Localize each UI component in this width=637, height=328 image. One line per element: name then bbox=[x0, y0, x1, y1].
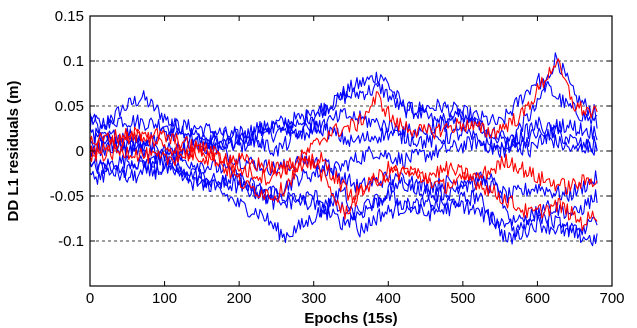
x-tick-label: 200 bbox=[227, 290, 252, 307]
x-tick-label: 700 bbox=[599, 290, 624, 307]
y-tick-label: -0.1 bbox=[58, 233, 84, 250]
x-axis-title: Epochs (15s) bbox=[304, 310, 397, 327]
x-tick-label: 600 bbox=[525, 290, 550, 307]
y-axis: 0.15 0.1 0.05 0 -0.05 -0.1 bbox=[50, 8, 612, 250]
y-tick-label: 0.15 bbox=[55, 8, 84, 25]
x-tick-label: 100 bbox=[152, 290, 177, 307]
x-tick-label: 0 bbox=[86, 290, 94, 307]
x-tick-label: 400 bbox=[376, 290, 401, 307]
series-line-blue bbox=[89, 108, 598, 166]
series-line-red bbox=[89, 143, 598, 220]
series-line-blue bbox=[89, 72, 598, 145]
series-line-red bbox=[89, 126, 598, 232]
x-tick-label: 500 bbox=[450, 290, 475, 307]
series-line-red bbox=[89, 58, 598, 186]
y-tick-label: 0 bbox=[76, 143, 84, 160]
y-tick-label: 0.05 bbox=[55, 98, 84, 115]
y-axis-title: DD L1 residuals (m) bbox=[5, 81, 22, 222]
y-tick-label: -0.05 bbox=[50, 188, 84, 205]
x-axis: 0 100 200 300 400 500 600 700 bbox=[86, 16, 625, 307]
series-line-blue bbox=[89, 116, 598, 159]
y-tick-label: 0.1 bbox=[63, 53, 84, 70]
series-layer bbox=[89, 52, 598, 247]
series-line-blue bbox=[89, 52, 598, 153]
x-tick-label: 300 bbox=[301, 290, 326, 307]
series-line-blue bbox=[89, 152, 598, 204]
